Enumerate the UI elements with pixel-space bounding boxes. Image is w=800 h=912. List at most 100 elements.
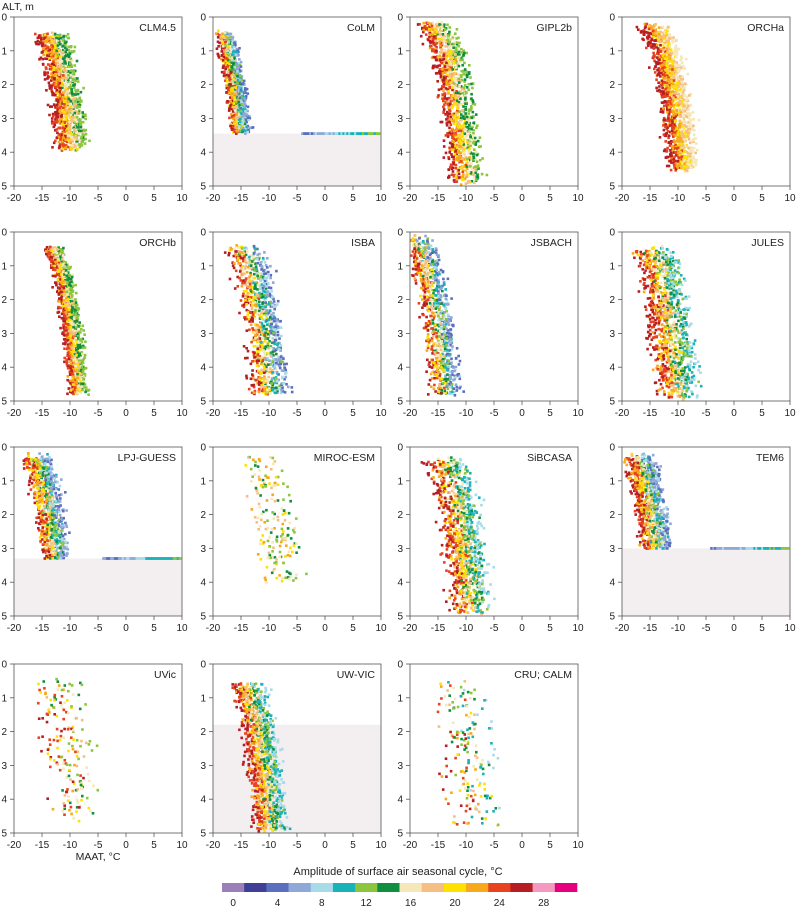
y-tick-label: 3	[397, 114, 403, 125]
data-point	[84, 386, 88, 389]
data-point	[691, 161, 694, 164]
data-point	[459, 183, 463, 186]
data-point	[470, 155, 473, 159]
data-point	[667, 66, 671, 69]
data-point	[433, 25, 436, 28]
data-point	[77, 143, 81, 146]
data-point	[677, 143, 681, 146]
data-point	[687, 131, 691, 135]
data-point	[668, 72, 672, 75]
data-point	[683, 94, 687, 97]
data-point	[56, 131, 59, 135]
data-point	[674, 162, 678, 165]
data-point	[245, 120, 248, 124]
data-point	[453, 101, 456, 104]
data-point	[471, 86, 474, 90]
data-point	[442, 57, 446, 61]
data-point	[446, 35, 450, 39]
data-point	[45, 40, 49, 43]
data-point	[675, 81, 678, 85]
data-point	[447, 89, 450, 93]
data-point	[670, 71, 674, 74]
data-point	[471, 99, 475, 102]
data-point	[240, 75, 244, 78]
data-point	[221, 40, 224, 44]
data-point	[46, 103, 50, 107]
data-point	[61, 254, 65, 258]
data-point	[66, 78, 70, 81]
data-point	[55, 128, 59, 131]
data-point	[328, 132, 332, 135]
data-point	[87, 393, 90, 396]
data-point	[81, 120, 85, 124]
data-point	[675, 164, 679, 167]
data-point	[474, 141, 478, 144]
data-point	[60, 312, 64, 316]
data-point	[418, 23, 421, 26]
data-point	[69, 101, 72, 105]
data-point	[71, 78, 75, 82]
data-point	[74, 134, 78, 137]
data-point	[45, 67, 48, 70]
data-point	[245, 87, 249, 91]
data-point	[425, 21, 428, 25]
data-point	[691, 139, 694, 142]
data-point	[56, 56, 59, 60]
data-point	[669, 154, 672, 158]
data-point	[59, 60, 63, 64]
data-point	[217, 56, 221, 59]
data-point	[69, 80, 72, 84]
data-point	[241, 81, 245, 84]
data-point	[675, 79, 679, 83]
data-point	[48, 55, 51, 58]
data-point	[447, 92, 450, 95]
data-point	[40, 36, 43, 40]
data-point	[680, 96, 684, 100]
data-point	[78, 105, 81, 109]
data-point	[346, 132, 350, 135]
data-point	[231, 52, 235, 56]
data-point	[234, 96, 238, 99]
data-point	[673, 98, 677, 101]
data-point	[465, 161, 468, 165]
data-point	[452, 76, 456, 79]
data-point	[462, 124, 466, 127]
data-point	[440, 43, 444, 47]
data-point	[57, 37, 61, 41]
data-point	[452, 179, 456, 182]
data-point	[455, 60, 458, 63]
data-point	[695, 142, 698, 145]
data-point	[54, 79, 58, 82]
data-point	[431, 39, 435, 43]
data-point	[457, 64, 461, 68]
data-point	[445, 68, 449, 72]
data-point	[80, 385, 84, 388]
data-point	[430, 44, 433, 48]
data-point	[667, 114, 670, 118]
data-point	[677, 47, 681, 51]
data-point	[63, 71, 67, 74]
data-point	[54, 83, 58, 86]
data-point	[69, 320, 73, 323]
data-point	[51, 45, 54, 48]
data-point	[452, 161, 456, 164]
data-point	[454, 58, 457, 61]
data-point	[48, 57, 51, 60]
data-point	[466, 171, 469, 175]
data-point	[448, 73, 452, 77]
data-point	[241, 114, 245, 117]
data-point	[419, 34, 423, 38]
data-point	[450, 56, 453, 60]
data-point	[53, 46, 57, 50]
data-point	[468, 156, 471, 159]
data-point	[466, 181, 470, 184]
data-point	[676, 81, 680, 85]
data-point	[231, 105, 234, 109]
data-point	[441, 78, 445, 82]
data-point	[469, 138, 472, 141]
data-point	[656, 52, 659, 55]
data-point	[48, 113, 51, 117]
data-point	[667, 119, 670, 123]
data-point	[667, 42, 671, 45]
